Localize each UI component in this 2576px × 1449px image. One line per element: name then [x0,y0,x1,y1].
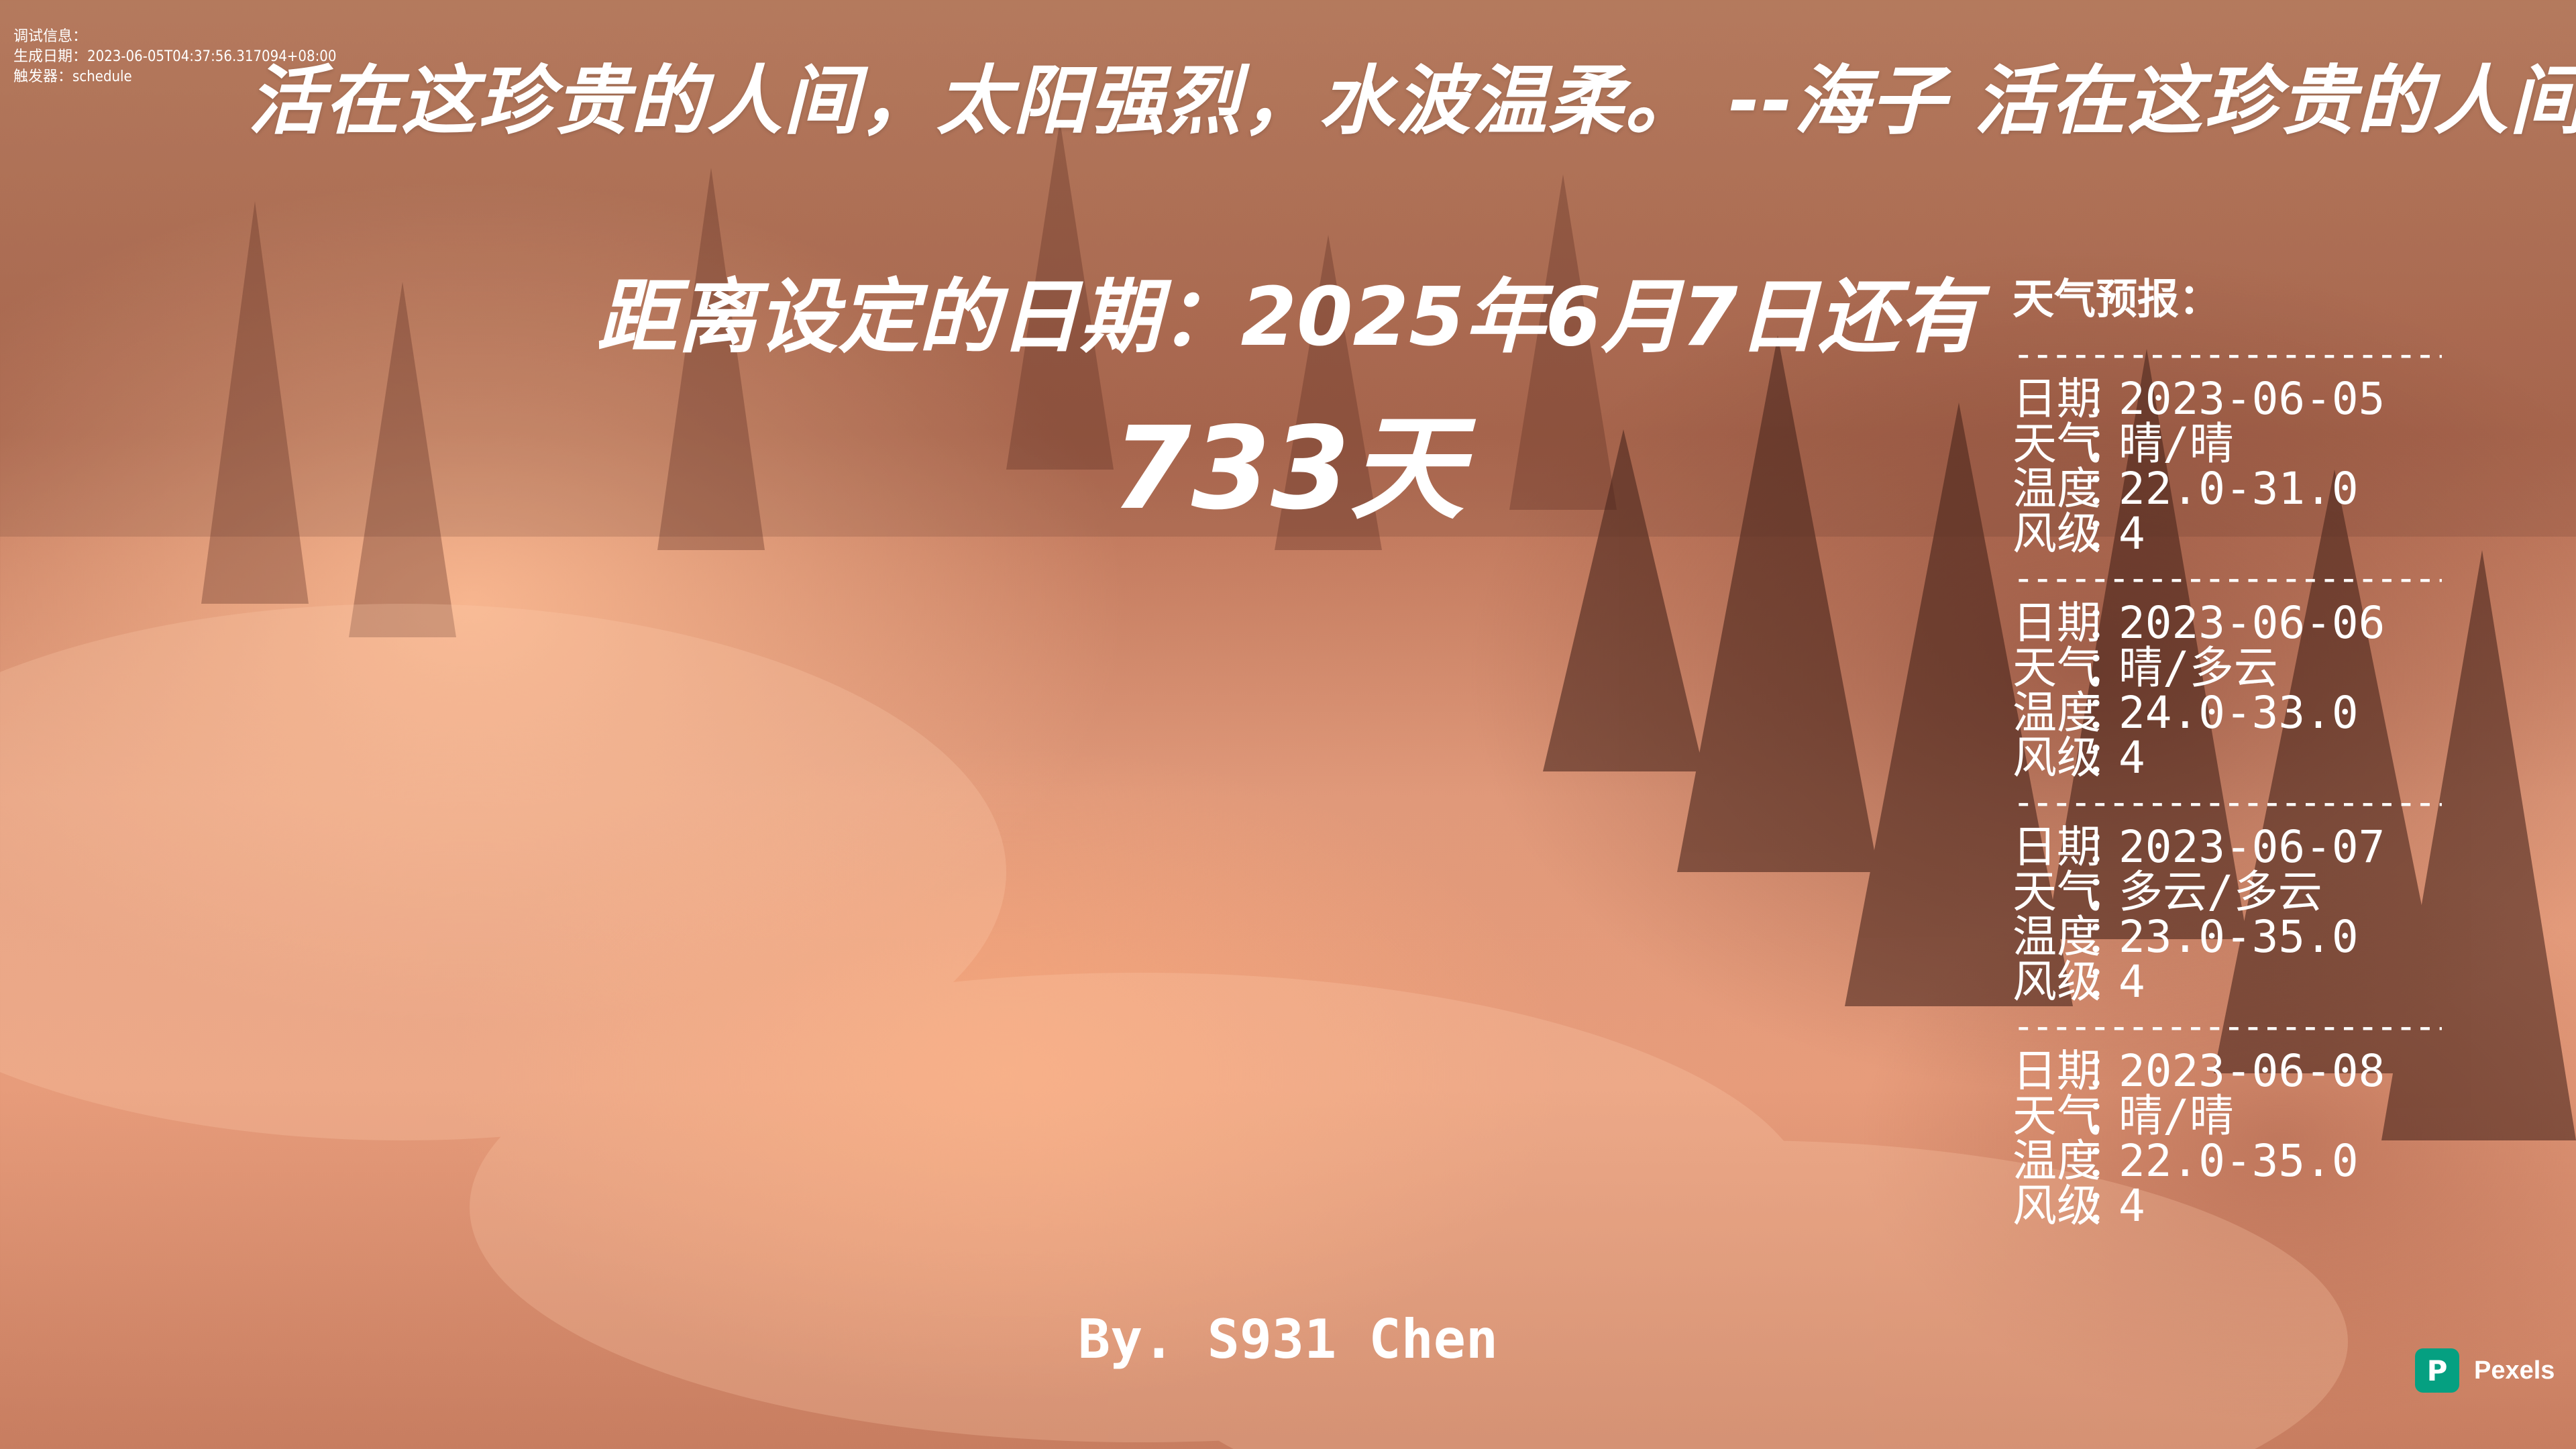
weather-condition-line: 天气：多云/多云 [2012,869,2482,914]
weather-date-label: 日期 [2012,597,2101,649]
weather-condition-value: 多云/多云 [2118,866,2322,918]
weather-divider: ---------------------------- [2012,560,2442,596]
quote-text: 活在这珍贵的人间，太阳强烈，水波温柔。 --海子 活在这珍贵的人间 [248,58,2576,145]
weather-condition-value: 晴/晴 [2118,418,2234,470]
debug-trigger-label: 触发器： [13,68,73,85]
weather-wind-label: 风级 [2012,508,2101,559]
weather-sep: ： [2085,597,2129,649]
weather-condition-line: 天气：晴/晴 [2012,421,2482,466]
weather-sep: ： [2085,1135,2129,1187]
countdown-label: 距离设定的日期：2025年6月7日还有 [596,271,1980,364]
weather-date-line: 日期：2023-06-08 [2012,1049,2482,1093]
weather-wind-line: 风级：4 [2012,511,2482,556]
weather-date-line: 日期：2023-06-06 [2012,600,2482,645]
weather-day-3: 日期：2023-06-07 天气：多云/多云 温度：23.0-35.0 风级：4 [2012,824,2482,1004]
weather-sep: ： [2085,687,2129,739]
weather-date-line: 日期：2023-06-07 [2012,824,2482,869]
weather-condition-line: 天气：晴/多云 [2012,645,2482,690]
weather-wind-line: 风级：4 [2012,1183,2482,1228]
weather-divider: ---------------------------- [2012,1008,2442,1044]
weather-temp-label: 温度 [2012,463,2101,515]
weather-condition-label: 天气 [2012,418,2101,470]
weather-wind-value: 4 [2118,732,2145,784]
debug-trigger-line: 触发器：schedule [13,67,336,87]
weather-date-label: 日期 [2012,821,2101,873]
weather-temp-value: 22.0-35.0 [2118,1135,2359,1187]
weather-temp-value: 24.0-33.0 [2118,687,2359,739]
weather-temp-label: 温度 [2012,1135,2101,1187]
debug-trigger-value: schedule [72,68,132,85]
weather-temp-line: 温度：22.0-35.0 [2012,1138,2482,1183]
weather-wind-label: 风级 [2012,956,2101,1008]
weather-sep: ： [2085,866,2129,918]
author-credit: By. S931 Chen [1077,1308,1499,1371]
weather-date-value: 2023-06-08 [2118,1045,2385,1097]
countdown-days: 733天 [1112,402,1464,535]
weather-sep: ： [2085,821,2129,873]
weather-temp-line: 温度：23.0-35.0 [2012,914,2482,959]
weather-temp-label: 温度 [2012,687,2101,739]
weather-title: 天气预报： [2012,274,2221,323]
weather-forecast-panel: 天气预报： ---------------------------- 日期：20… [2012,265,2482,1232]
weather-condition-label: 天气 [2012,642,2101,694]
weather-sep: ： [2085,418,2129,470]
weather-sep: ： [2085,1090,2129,1142]
weather-divider: ---------------------------- [2012,784,2442,820]
weather-condition-label: 天气 [2012,1090,2101,1142]
weather-wind-line: 风级：4 [2012,735,2482,780]
weather-temp-line: 温度：22.0-31.0 [2012,466,2482,511]
weather-sep: ： [2085,508,2129,559]
weather-sep: ： [2085,1045,2129,1097]
header-overlay-band [0,0,2576,537]
pexels-attribution[interactable]: P Pexels [2415,1348,2555,1393]
weather-condition-value: 晴/多云 [2118,642,2278,694]
weather-sep: ： [2085,911,2129,963]
debug-info-panel: 调试信息： 生成日期：2023-06-05T04:37:56.317094+08… [13,27,336,87]
weather-divider: ---------------------------- [2012,336,2442,372]
weather-date-value: 2023-06-05 [2118,373,2385,425]
weather-sep: ： [2085,463,2129,515]
weather-date-label: 日期 [2012,1045,2101,1097]
weather-wind-value: 4 [2118,508,2145,559]
weather-wind-label: 风级 [2012,732,2101,784]
weather-sep: ： [2085,732,2129,784]
weather-temp-value: 22.0-31.0 [2118,463,2359,515]
weather-day-4: 日期：2023-06-08 天气：晴/晴 温度：22.0-35.0 风级：4 [2012,1049,2482,1228]
weather-date-value: 2023-06-06 [2118,597,2385,649]
weather-day-2: 日期：2023-06-06 天气：晴/多云 温度：24.0-33.0 风级：4 [2012,600,2482,780]
weather-wind-value: 4 [2118,1180,2145,1232]
debug-title: 调试信息： [13,28,88,45]
weather-day-1: 日期：2023-06-05 天气：晴/晴 温度：22.0-31.0 风级：4 [2012,376,2482,556]
weather-sep: ： [2085,956,2129,1008]
weather-temp-value: 23.0-35.0 [2118,911,2359,963]
weather-sep: ： [2085,642,2129,694]
weather-wind-line: 风级：4 [2012,959,2482,1004]
debug-generated-label: 生成日期： [13,48,88,65]
debug-generated-value: 2023-06-05T04:37:56.317094+08:00 [87,48,337,65]
weather-condition-label: 天气 [2012,866,2101,918]
weather-date-value: 2023-06-07 [2118,821,2385,873]
weather-sep: ： [2085,1180,2129,1232]
pexels-label: Pexels [2474,1356,2555,1385]
weather-sep: ： [2085,373,2129,425]
weather-wind-label: 风级 [2012,1180,2101,1232]
weather-date-line: 日期：2023-06-05 [2012,376,2482,421]
weather-condition-value: 晴/晴 [2118,1090,2234,1142]
weather-temp-line: 温度：24.0-33.0 [2012,690,2482,735]
weather-condition-line: 天气：晴/晴 [2012,1093,2482,1138]
debug-generated-line: 生成日期：2023-06-05T04:37:56.317094+08:00 [13,47,336,67]
pexels-logo-icon: P [2415,1348,2459,1393]
weather-wind-value: 4 [2118,956,2145,1008]
weather-temp-label: 温度 [2012,911,2101,963]
weather-date-label: 日期 [2012,373,2101,425]
